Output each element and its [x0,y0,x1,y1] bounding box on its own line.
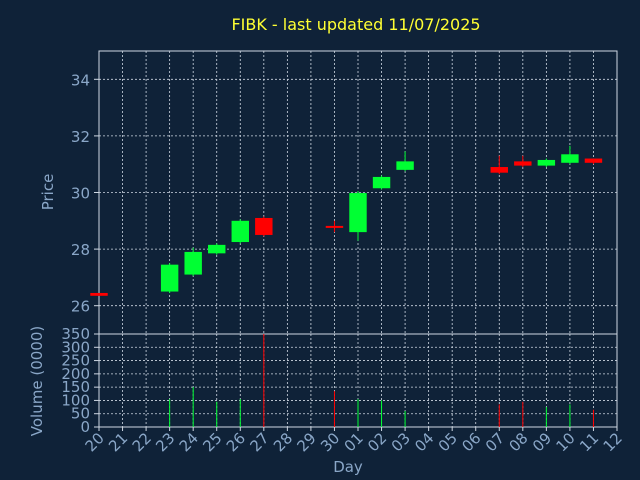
x-tick-label-12: 12 [600,429,626,455]
candle-10 [561,145,579,165]
candle-25 [208,243,226,255]
candle-body [584,158,603,163]
candle-body [231,220,249,243]
x-tick-label-11: 11 [576,429,602,455]
candle-26 [231,219,249,244]
x-tick-label-23: 23 [152,429,178,455]
candle-11 [584,158,603,165]
candle-20 [90,292,108,296]
x-tick-label-21: 21 [105,429,131,455]
candle-body [561,154,579,163]
x-tick-label-04: 04 [411,429,437,455]
candle-body [490,167,508,173]
x-tick-label-06: 06 [458,429,484,455]
candle-07 [490,155,508,175]
candle-body [325,225,344,228]
x-tick-label-02: 02 [364,429,390,455]
candle-body [349,193,367,233]
x-tick-label-01: 01 [341,429,367,455]
candle-03 [396,151,414,172]
price-tick-label: 34 [71,71,90,89]
candle-24 [184,247,202,276]
x-tick-label-27: 27 [246,429,272,455]
x-tick-label-30: 30 [317,429,343,455]
candle-30 [325,220,344,233]
x-tick-label-22: 22 [129,429,155,455]
x-tick-label-28: 28 [270,429,296,455]
x-tick-label-05: 05 [435,429,461,455]
x-axis: 2021222324252627282930010203040506070809… [82,427,626,455]
candle-body [90,292,108,296]
price-tick-label: 26 [71,298,90,316]
x-tick-label-07: 07 [482,429,508,455]
x-tick-label-29: 29 [294,429,320,455]
candle-08 [514,155,532,168]
x-tick-label-26: 26 [223,429,249,455]
candle-27 [255,216,273,237]
candle-body [184,251,202,275]
volume-tick-label: 50 [71,405,90,423]
price-panel: 26 28 30 32 34 [71,50,618,335]
x-tick-label-03: 03 [388,429,414,455]
volume-tick-label: 300 [61,338,90,356]
price-tick-label: 30 [71,185,90,203]
x-tick-label-10: 10 [553,429,579,455]
x-tick-label-09: 09 [529,429,555,455]
volume-tick-label: 100 [61,391,90,409]
volume-axis-title: Volume (0000) [28,326,46,436]
volume-tick-label: 200 [61,365,90,383]
candle-02 [372,175,391,190]
volume-tick-label: 350 [61,325,90,343]
volume-tick-label: 250 [61,352,90,370]
candle-body [537,159,556,166]
price-axis-title: Price [39,174,57,211]
candle-body [372,176,391,189]
x-tick-label-25: 25 [199,429,225,455]
candle-body [160,264,179,292]
x-tick-label-24: 24 [176,429,202,455]
candle-09 [537,158,556,168]
candle-body [208,244,226,254]
chart-title: FIBK - last updated 11/07/2025 [231,15,480,34]
volume-tick-label: 150 [61,378,90,396]
candle-body [514,161,532,166]
volume-tick-label: 0 [80,418,90,436]
candle-01 [349,191,367,241]
candle-23 [160,263,179,293]
x-axis-title: Day [333,458,363,476]
price-tick-label: 32 [71,128,90,146]
candle-body [396,161,414,170]
candle-body [255,217,273,235]
x-tick-label-08: 08 [505,429,531,455]
price-tick-label: 28 [71,241,90,259]
